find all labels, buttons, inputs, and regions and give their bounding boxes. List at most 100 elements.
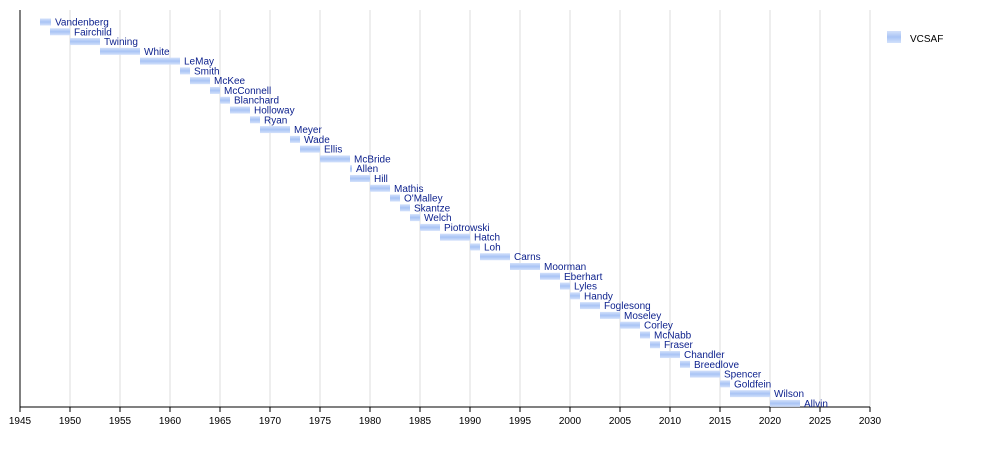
bar-label: Blanchard xyxy=(234,96,279,107)
bar xyxy=(350,174,370,182)
bar-label: Mathis xyxy=(394,184,423,195)
bar-label: LeMay xyxy=(184,57,214,68)
bar-label: Wade xyxy=(304,135,330,146)
bar-label: Chandler xyxy=(684,350,725,361)
bar xyxy=(100,47,140,55)
bar-label: Breedlove xyxy=(694,360,739,371)
legend-label: VCSAF xyxy=(910,34,943,45)
bar xyxy=(390,194,400,202)
x-tick-label: 2000 xyxy=(559,416,582,427)
bar-label: Moorman xyxy=(544,262,586,273)
bar xyxy=(40,18,51,26)
bar xyxy=(220,96,230,104)
bar-label: White xyxy=(144,47,170,58)
bar xyxy=(560,282,570,290)
x-tick-label: 1990 xyxy=(459,416,482,427)
bar-label: Holloway xyxy=(254,106,295,117)
bar xyxy=(190,77,210,85)
x-tick-label: 1965 xyxy=(209,416,232,427)
bar-label: Moseley xyxy=(624,311,661,322)
bar xyxy=(300,145,320,153)
bar-label: Twining xyxy=(104,37,138,48)
bar-label: McKee xyxy=(214,76,246,87)
x-tick-label: 1960 xyxy=(159,416,182,427)
bar-label: Carns xyxy=(514,252,541,263)
bar-label: McNabb xyxy=(654,330,692,341)
bar xyxy=(440,233,470,241)
bar xyxy=(350,165,352,173)
bar-label: Goldfein xyxy=(734,379,771,390)
x-tick-label: 1945 xyxy=(9,416,32,427)
x-tick-label: 2010 xyxy=(659,416,682,427)
grid-lines xyxy=(69,10,871,407)
bar-label: Welch xyxy=(424,213,452,224)
bar xyxy=(230,106,250,114)
x-tick-label: 1975 xyxy=(309,416,332,427)
bar xyxy=(600,311,620,319)
bar xyxy=(640,331,650,339)
x-tick-label: 2030 xyxy=(859,416,882,427)
x-tick-label: 1970 xyxy=(259,416,282,427)
bar-label: Eberhart xyxy=(564,272,603,283)
bar xyxy=(480,253,510,261)
bar xyxy=(370,184,390,192)
bar xyxy=(540,272,560,280)
bar xyxy=(680,360,690,368)
bar xyxy=(620,321,640,329)
bar-label: Wilson xyxy=(774,389,804,400)
legend: VCSAF xyxy=(887,31,943,45)
bar-label: Loh xyxy=(484,242,501,253)
bar-label: Foglesong xyxy=(604,301,651,312)
bar xyxy=(180,67,190,75)
bar-label: Skantze xyxy=(414,203,451,214)
x-axis: 1945 1950 1955 1960 1965 1970 1975 1980 1985 1990… xyxy=(9,10,882,427)
x-tick-label: 1955 xyxy=(109,416,132,427)
bar xyxy=(730,390,770,398)
bar xyxy=(570,292,580,300)
bar-label: McBride xyxy=(354,154,391,165)
bars xyxy=(40,18,800,407)
bar xyxy=(580,302,600,310)
x-tick-label: 2020 xyxy=(759,416,782,427)
bar-label: Corley xyxy=(644,321,673,332)
bar-label: Ryan xyxy=(264,115,287,126)
bar xyxy=(70,38,100,46)
bar-label: Hatch xyxy=(474,233,500,244)
bar-label: Piotrowski xyxy=(444,223,490,234)
bar xyxy=(770,399,800,407)
bar-label: Fairchild xyxy=(74,27,112,38)
bar xyxy=(660,351,680,359)
bar xyxy=(290,135,300,143)
bar xyxy=(250,116,260,124)
bar-label: Fraser xyxy=(664,340,694,351)
bar xyxy=(720,380,730,388)
bar-label: Meyer xyxy=(294,125,322,136)
bar-label: Spencer xyxy=(724,370,762,381)
bar xyxy=(320,155,350,163)
bar-label: Allen xyxy=(356,164,378,175)
bar-label: Hill xyxy=(374,174,388,185)
legend-swatch xyxy=(887,31,901,43)
bar xyxy=(260,126,290,134)
bar xyxy=(400,204,410,212)
x-tick-label: 1985 xyxy=(409,416,432,427)
bar xyxy=(690,370,720,378)
x-tick-label: 2025 xyxy=(809,416,832,427)
bar-label: O'Malley xyxy=(404,194,443,205)
bar-label: Smith xyxy=(194,66,220,77)
x-tick-label: 1995 xyxy=(509,416,532,427)
x-tick-label: 1950 xyxy=(59,416,82,427)
x-tick-label: 1980 xyxy=(359,416,382,427)
bar-label: Handy xyxy=(584,291,613,302)
bar xyxy=(510,263,540,270)
bar-label: Ellis xyxy=(324,145,342,156)
bar xyxy=(410,214,420,222)
bar xyxy=(470,243,480,251)
bar xyxy=(210,86,220,94)
x-tick-label: 2015 xyxy=(709,416,732,427)
bar xyxy=(650,341,660,349)
bar-label: Vandenberg xyxy=(55,18,109,29)
bar xyxy=(420,223,440,231)
